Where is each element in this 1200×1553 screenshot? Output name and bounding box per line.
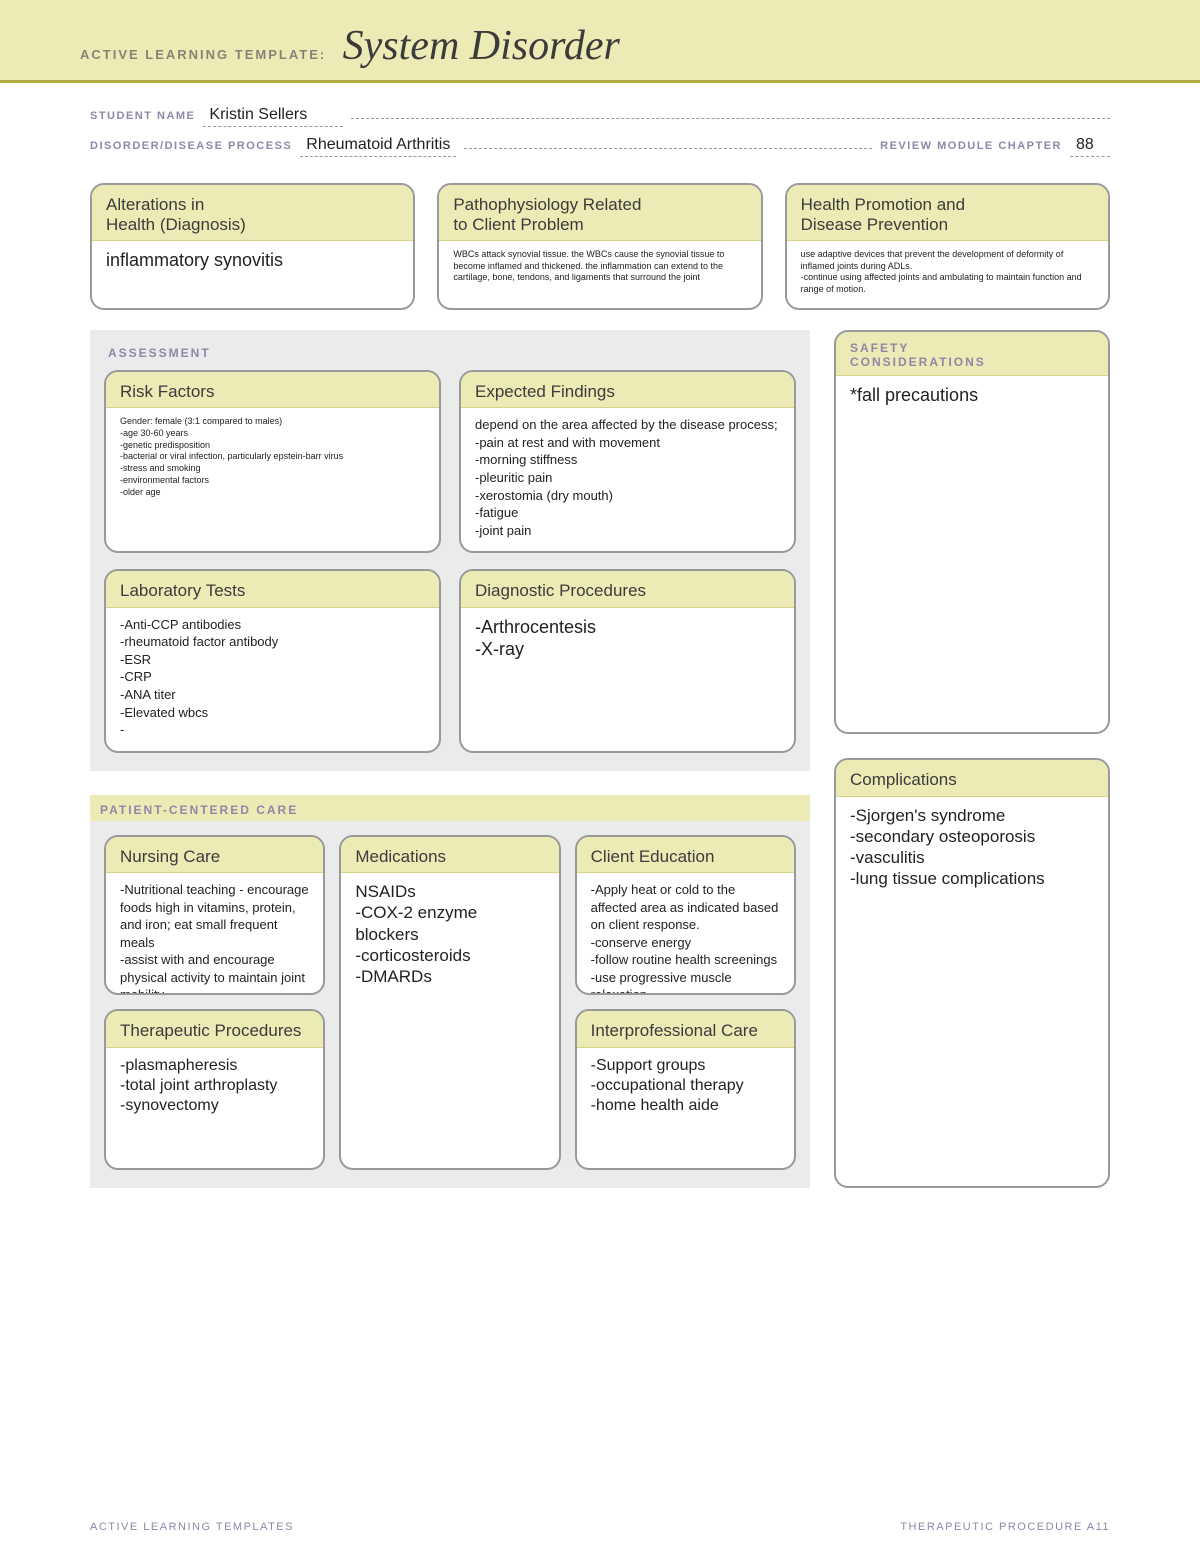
card-title: Therapeutic Procedures <box>106 1011 323 1048</box>
care-col3: Client Education -Apply heat or cold to … <box>575 835 796 1170</box>
card-body: -Anti-CCP antibodies -rheumatoid factor … <box>106 608 439 751</box>
card-body: inflammatory synovitis <box>92 241 413 284</box>
card-body: use adaptive devices that prevent the de… <box>787 241 1108 308</box>
banner: ACTIVE LEARNING TEMPLATE: System Disorde… <box>0 0 1200 83</box>
card-title: Interprofessional Care <box>577 1011 794 1048</box>
patient-care-section: PATIENT-CENTERED CARE Nursing Care -Nutr… <box>90 795 810 1188</box>
card-body: NSAIDs -COX-2 enzyme blockers -corticost… <box>341 873 558 999</box>
card-body: -Support groups -occupational therapy -h… <box>577 1048 794 1128</box>
care-col1: Nursing Care -Nutritional teaching - enc… <box>104 835 325 1170</box>
card-body: -Arthrocentesis -X-ray <box>461 608 794 673</box>
underline <box>351 103 1110 119</box>
assessment-row1: Risk Factors Gender: female (3:1 compare… <box>104 370 796 553</box>
care-col2: Medications NSAIDs -COX-2 enzyme blocker… <box>339 835 560 1170</box>
promo-card: Health Promotion and Disease Prevention … <box>785 183 1110 310</box>
disorder-value: Rheumatoid Arthritis <box>300 136 456 157</box>
disorder-row: DISORDER/DISEASE PROCESS Rheumatoid Arth… <box>90 133 1110 157</box>
complications-card: Complications -Sjorgen's syndrome -secon… <box>834 758 1110 1188</box>
footer-left: ACTIVE LEARNING TEMPLATES <box>90 1521 294 1533</box>
student-label: STUDENT NAME <box>90 110 195 122</box>
card-title: Risk Factors <box>106 372 439 409</box>
content: Alterations in Health (Diagnosis) inflam… <box>0 173 1200 1208</box>
patient-care-wrap: Nursing Care -Nutritional teaching - enc… <box>90 821 810 1188</box>
card-title: Pathophysiology Related to Client Proble… <box>439 185 760 241</box>
footer-right: THERAPEUTIC PROCEDURE A11 <box>900 1521 1110 1533</box>
nursing-card: Nursing Care -Nutritional teaching - enc… <box>104 835 325 996</box>
card-body: WBCs attack synovial tissue. the WBCs ca… <box>439 241 760 296</box>
card-body: -plasmapheresis -total joint arthroplast… <box>106 1048 323 1128</box>
card-title: Diagnostic Procedures <box>461 571 794 608</box>
section-title: ASSESSMENT <box>104 342 796 370</box>
disorder-label: DISORDER/DISEASE PROCESS <box>90 140 292 152</box>
chapter-label: REVIEW MODULE CHAPTER <box>880 140 1062 152</box>
safety-card: SAFETY CONSIDERATIONS *fall precautions <box>834 330 1110 734</box>
risk-card: Risk Factors Gender: female (3:1 compare… <box>104 370 441 553</box>
card-title: Nursing Care <box>106 837 323 874</box>
card-title: Medications <box>341 837 558 874</box>
meds-card: Medications NSAIDs -COX-2 enzyme blocker… <box>339 835 560 1170</box>
main-left: ASSESSMENT Risk Factors Gender: female (… <box>90 330 810 1188</box>
care-grid: Nursing Care -Nutritional teaching - enc… <box>104 821 796 1170</box>
alterations-card: Alterations in Health (Diagnosis) inflam… <box>90 183 415 310</box>
main-columns: ASSESSMENT Risk Factors Gender: female (… <box>90 330 1110 1188</box>
safety-title: SAFETY CONSIDERATIONS <box>836 332 1108 377</box>
thera-card: Therapeutic Procedures -plasmapheresis -… <box>104 1009 325 1170</box>
footer: ACTIVE LEARNING TEMPLATES THERAPEUTIC PR… <box>90 1521 1110 1533</box>
assessment-section: ASSESSMENT Risk Factors Gender: female (… <box>90 330 810 771</box>
safety-body: *fall precautions <box>836 376 1108 732</box>
underline <box>464 133 872 149</box>
student-value: Kristin Sellers <box>203 106 343 127</box>
banner-title: System Disorder <box>343 22 620 70</box>
diag-card: Diagnostic Procedures -Arthrocentesis -X… <box>459 569 796 752</box>
top-row: Alterations in Health (Diagnosis) inflam… <box>90 183 1110 310</box>
patho-card: Pathophysiology Related to Client Proble… <box>437 183 762 310</box>
inter-card: Interprofessional Care -Support groups -… <box>575 1009 796 1170</box>
chapter-value: 88 <box>1070 136 1110 157</box>
student-row: STUDENT NAME Kristin Sellers <box>90 103 1110 127</box>
card-body: depend on the area affected by the disea… <box>461 408 794 551</box>
edu-card: Client Education -Apply heat or cold to … <box>575 835 796 996</box>
page: ACTIVE LEARNING TEMPLATE: System Disorde… <box>0 0 1200 1553</box>
card-body: -Sjorgen's syndrome -secondary osteoporo… <box>836 797 1108 1186</box>
card-title: Complications <box>836 760 1108 797</box>
card-title: Client Education <box>577 837 794 874</box>
card-title: Alterations in Health (Diagnosis) <box>92 185 413 241</box>
labs-card: Laboratory Tests -Anti-CCP antibodies -r… <box>104 569 441 752</box>
assessment-row2: Laboratory Tests -Anti-CCP antibodies -r… <box>104 569 796 752</box>
card-body: -Apply heat or cold to the affected area… <box>577 873 794 995</box>
card-body: -Nutritional teaching - encourage foods … <box>106 873 323 995</box>
banner-label: ACTIVE LEARNING TEMPLATE: <box>80 47 326 62</box>
card-body: Gender: female (3:1 compared to males) -… <box>106 408 439 510</box>
expected-card: Expected Findings depend on the area aff… <box>459 370 796 553</box>
main-right: SAFETY CONSIDERATIONS *fall precautions … <box>834 330 1110 1188</box>
card-title: Health Promotion and Disease Prevention <box>787 185 1108 241</box>
section-title: PATIENT-CENTERED CARE <box>90 795 810 821</box>
card-title: Laboratory Tests <box>106 571 439 608</box>
meta-block: STUDENT NAME Kristin Sellers DISORDER/DI… <box>0 83 1200 173</box>
card-title: Expected Findings <box>461 372 794 409</box>
